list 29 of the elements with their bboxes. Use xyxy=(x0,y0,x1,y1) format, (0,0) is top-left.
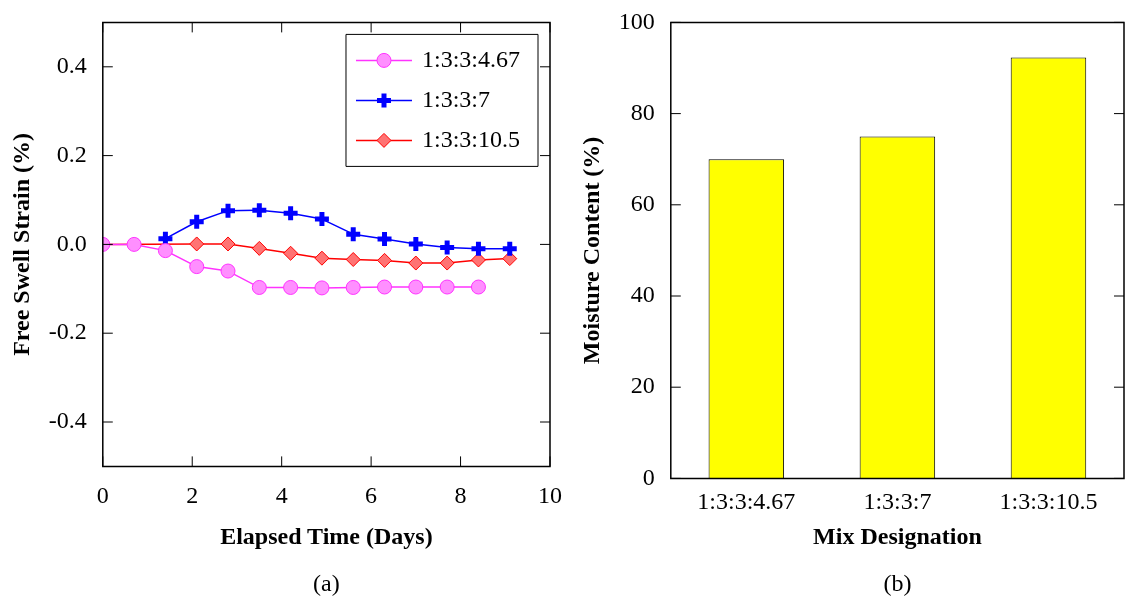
y-tick-label: -0.4 xyxy=(48,407,87,434)
y-tick-label: -0.2 xyxy=(48,318,87,345)
x-tick-label: 10 xyxy=(538,482,562,509)
x-tick-label: 0 xyxy=(96,482,109,509)
y-tick-label: 80 xyxy=(630,98,655,125)
x-tick-label: 6 xyxy=(365,482,378,509)
x-tick-label: 2 xyxy=(186,482,199,509)
x-tick-label: 4 xyxy=(275,482,288,509)
x-tick-label: 1:3:3:7 xyxy=(863,488,932,515)
x-tick-label: 1:3:3:4.67 xyxy=(697,488,796,515)
x-tick-label: 8 xyxy=(454,482,467,509)
y-axis-title: Free Swell Strain (%) xyxy=(7,132,34,356)
y-tick-label: 0.2 xyxy=(56,140,87,167)
x-tick-label: 1:3:3:10.5 xyxy=(999,488,1098,515)
y-tick-label: 60 xyxy=(630,190,655,217)
x-axis-title: Mix Designation xyxy=(813,522,982,549)
legend-label: 1:3:3:10.5 xyxy=(422,125,521,152)
y-tick-label: 0.0 xyxy=(56,229,87,256)
legend-label: 1:3:3:4.67 xyxy=(422,45,521,72)
x-axis-title: Elapsed Time (Days) xyxy=(220,522,433,549)
text: (a) xyxy=(313,570,340,597)
y-tick-label: 40 xyxy=(630,281,655,308)
y-tick-label: 20 xyxy=(630,372,655,399)
y-axis-title: Moisture Content (%) xyxy=(577,136,604,365)
legend-label: 1:3:3:7 xyxy=(422,85,491,112)
text: (b) xyxy=(883,570,912,597)
y-tick-label: 0 xyxy=(642,463,655,490)
y-tick-label: 0.4 xyxy=(56,52,87,79)
y-tick-label: 100 xyxy=(618,7,655,34)
